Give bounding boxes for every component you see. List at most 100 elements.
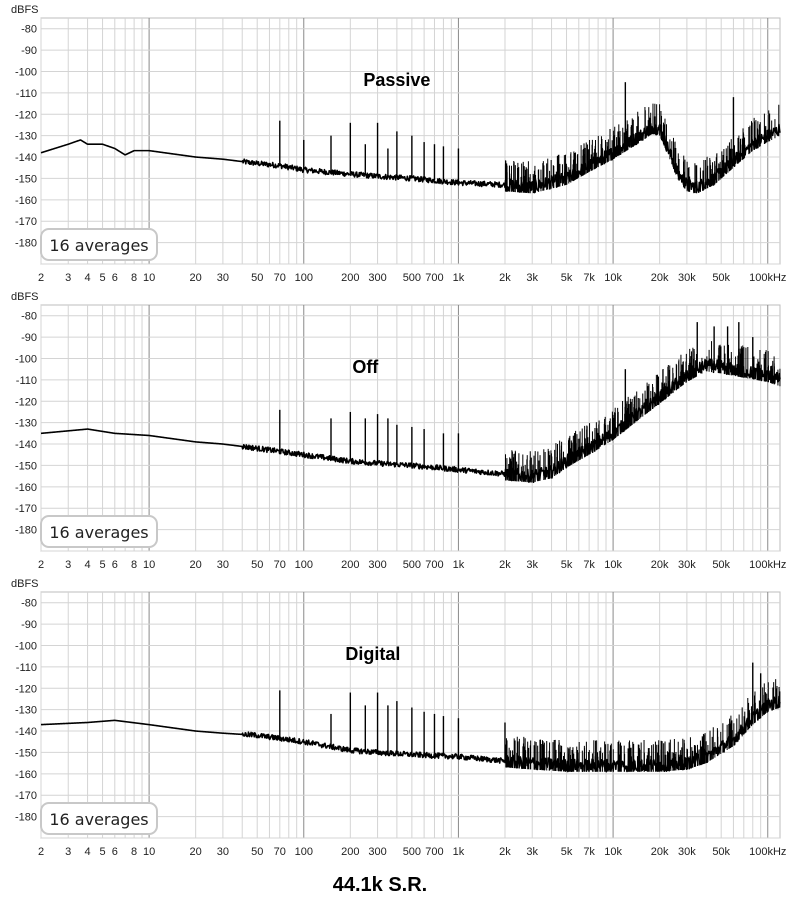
x-tick-label: 200 <box>341 559 359 571</box>
x-tick-label: 50 <box>251 559 263 571</box>
x-tick-label: 1k <box>453 846 465 858</box>
y-tick-label: -140 <box>15 152 37 164</box>
x-tick-label: 500 <box>403 559 421 571</box>
x-tick-label: 1k <box>453 272 465 284</box>
x-tick-label: 2k <box>499 272 511 284</box>
averages-badge-label: 16 averages <box>49 236 148 255</box>
x-tick-label: 10 <box>143 272 155 284</box>
averages-badge-box <box>40 802 158 835</box>
x-tick-label: 20k <box>651 559 669 571</box>
x-tick-label: 2 <box>38 559 44 571</box>
chart-title: Digital <box>345 644 400 664</box>
y-tick-label: -140 <box>15 726 37 738</box>
x-tick-label: 20k <box>651 846 669 858</box>
x-tick-label: 4 <box>84 272 90 284</box>
x-tick-label: 30 <box>217 272 229 284</box>
y-axis-label: dBFS <box>11 291 39 303</box>
y-tick-label: -160 <box>15 769 37 781</box>
y-axis-label: dBFS <box>11 578 39 590</box>
plot-area <box>40 304 781 552</box>
x-tick-label: 200 <box>341 846 359 858</box>
x-tick-label: 10k <box>604 559 622 571</box>
x-tick-label: 50k <box>712 559 730 571</box>
x-tick-label: 50 <box>251 846 263 858</box>
x-tick-label: 8 <box>131 559 137 571</box>
x-tick-label: 300 <box>368 559 386 571</box>
x-tick-label: 1k <box>453 559 465 571</box>
y-tick-label: -130 <box>15 418 37 430</box>
x-tick-label: 20 <box>190 559 202 571</box>
y-tick-label: -130 <box>15 131 37 143</box>
x-tick-label: 30k <box>678 846 696 858</box>
x-tick-label: 6 <box>112 559 118 571</box>
x-tick-label: 70 <box>274 559 286 571</box>
y-tick-label: -90 <box>21 332 37 344</box>
y-tick-label: -100 <box>15 640 37 652</box>
x-tick-label: 700 <box>425 846 443 858</box>
chart-panel-off: -80 -90 -100 -110 -120 -130 -140 -150 -160 -170 -1… <box>11 291 786 571</box>
x-tick-label: 4 <box>84 846 90 858</box>
y-tick-label: -80 <box>21 311 37 323</box>
y-tick-label: -150 <box>15 173 37 185</box>
averages-badge-box <box>40 515 158 548</box>
x-tick-label: 20 <box>190 272 202 284</box>
averages-badge-box <box>40 228 158 261</box>
x-tick-label: 100kHz <box>749 846 786 858</box>
chart-panel-passive: -80 -90 -100 -110 -120 -130 -140 -150 -160 -170 -1… <box>11 4 786 284</box>
y-tick-label: -80 <box>21 24 37 36</box>
y-tick-label: -80 <box>21 598 37 610</box>
x-tick-label: 300 <box>368 272 386 284</box>
x-tick-label: 5 <box>99 559 105 571</box>
x-tick-label: 5k <box>561 846 573 858</box>
y-tick-label: -180 <box>15 812 37 824</box>
x-tick-label: 10k <box>604 272 622 284</box>
x-tick-label: 7k <box>583 846 595 858</box>
y-tick-label: -120 <box>15 683 37 695</box>
averages-badge: 16 averages <box>40 228 158 261</box>
averages-badge: 16 averages <box>40 802 158 835</box>
x-tick-label: 2k <box>499 559 511 571</box>
y-tick-label: -160 <box>15 482 37 494</box>
x-tick-label: 100 <box>295 559 313 571</box>
x-tick-label: 20k <box>651 272 669 284</box>
averages-badge-label: 16 averages <box>49 810 148 829</box>
x-tick-label: 50 <box>251 272 263 284</box>
spectrum-noise-band <box>504 103 780 194</box>
x-tick-label: 2 <box>38 272 44 284</box>
y-tick-label: -170 <box>15 503 37 515</box>
x-tick-label: 2k <box>499 846 511 858</box>
x-tick-label: 3 <box>65 846 71 858</box>
x-tick-label: 30 <box>217 846 229 858</box>
y-tick-label: -90 <box>21 619 37 631</box>
y-tick-label: -120 <box>15 396 37 408</box>
x-tick-label: 700 <box>425 559 443 571</box>
y-tick-label: -180 <box>15 238 37 250</box>
y-tick-label: -180 <box>15 525 37 537</box>
y-tick-label: -110 <box>16 88 37 100</box>
y-tick-label: -110 <box>16 375 37 387</box>
y-tick-label: -100 <box>15 353 37 365</box>
plot-area <box>40 17 781 265</box>
y-tick-label: -110 <box>16 662 37 674</box>
x-tick-label: 500 <box>403 846 421 858</box>
chart-panel-digital: -80 -90 -100 -110 -120 -130 -140 -150 -160 -170 -1… <box>11 578 786 858</box>
chart-title: Passive <box>363 70 430 90</box>
x-tick-label: 30 <box>217 559 229 571</box>
x-tick-label: 3k <box>526 846 538 858</box>
y-tick-label: -120 <box>15 109 37 121</box>
x-tick-label: 50k <box>712 272 730 284</box>
x-tick-label: 10 <box>143 559 155 571</box>
x-tick-label: 300 <box>368 846 386 858</box>
x-tick-label: 5 <box>99 846 105 858</box>
y-tick-label: -100 <box>15 66 37 78</box>
x-tick-label: 500 <box>403 272 421 284</box>
x-tick-label: 10 <box>143 846 155 858</box>
x-tick-label: 5 <box>99 272 105 284</box>
x-tick-label: 100 <box>295 272 313 284</box>
x-tick-label: 3k <box>526 272 538 284</box>
averages-badge: 16 averages <box>40 515 158 548</box>
x-tick-label: 200 <box>341 272 359 284</box>
x-tick-label: 3 <box>65 272 71 284</box>
y-tick-label: -160 <box>15 195 37 207</box>
x-tick-label: 50k <box>712 846 730 858</box>
